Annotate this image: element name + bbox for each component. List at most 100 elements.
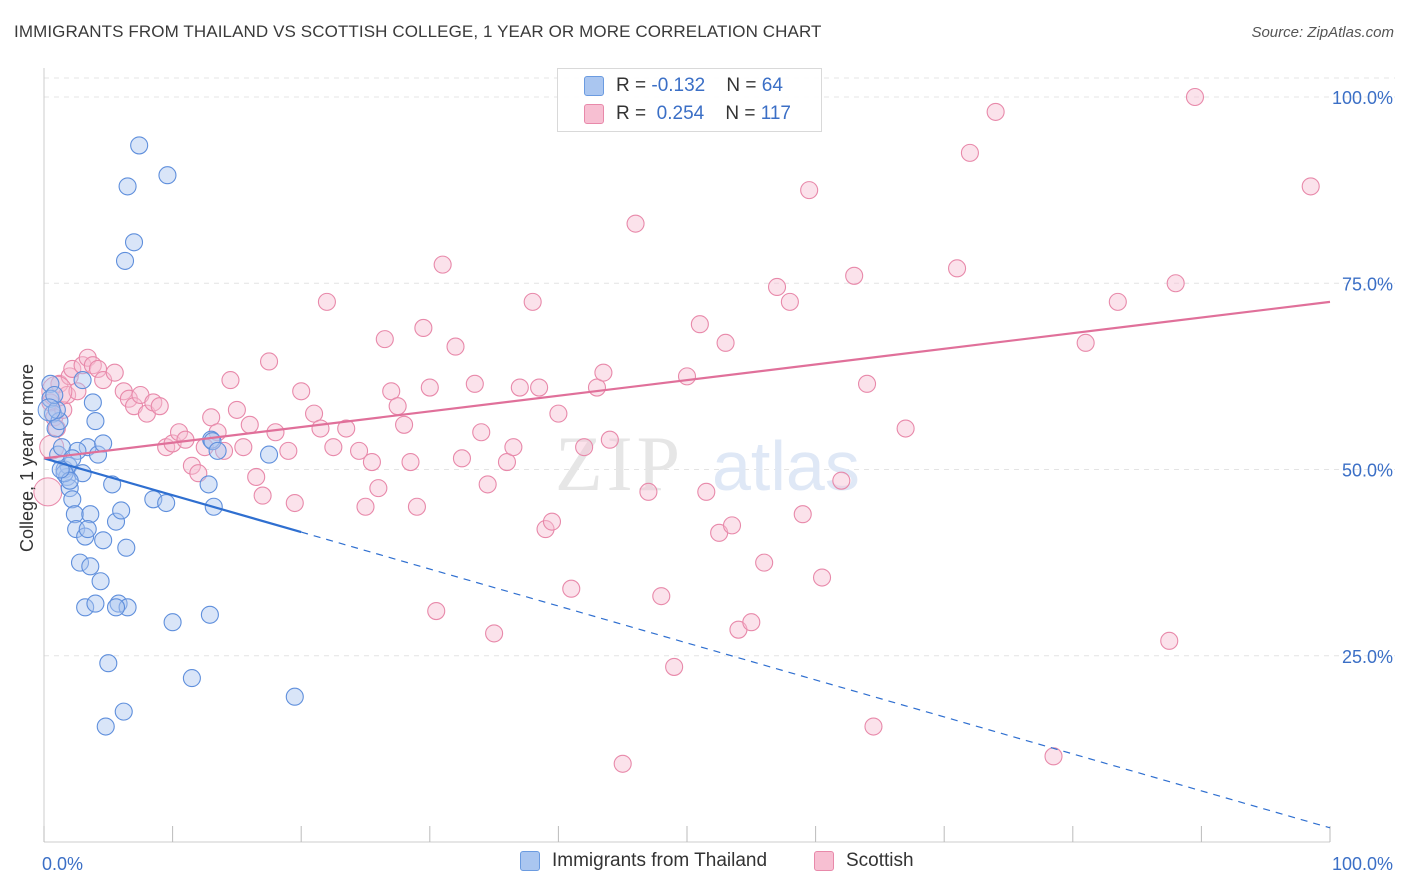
scottish-point-35 (240, 415, 259, 434)
axes (43, 68, 1331, 843)
scottish-point-106 (960, 143, 979, 162)
scottish-point-82 (626, 214, 645, 233)
legend-swatch-scottish (814, 851, 834, 871)
scottish-point-81 (613, 754, 632, 773)
thailand-point-43 (118, 177, 137, 196)
scottish-point-111 (1160, 631, 1179, 650)
scottish-point-50 (362, 452, 381, 472)
scottish-point-63 (452, 449, 472, 468)
scottish-point-108 (1044, 747, 1063, 766)
thailand-point-23 (91, 572, 110, 591)
y-axis-label: College, 1 year or more (17, 364, 37, 552)
thailand-point-0 (41, 374, 60, 393)
scottish-point-53 (382, 382, 401, 401)
thailand-trend-extension (301, 531, 1331, 829)
thailand-point-42 (73, 371, 92, 390)
n-value-thailand: 64 (761, 75, 783, 96)
legend-item-thailand[interactable]: Immigrants from Thailand (520, 850, 767, 872)
thailand-point-12 (65, 505, 84, 524)
watermark-zip: ZIP (555, 420, 684, 507)
scottish-point-97 (793, 505, 812, 524)
scottish-point-77 (575, 438, 594, 457)
thailand-points (37, 136, 304, 736)
scottish-point-74 (542, 512, 562, 531)
thailand-swatch (584, 76, 604, 96)
scottish-point-24 (169, 423, 189, 442)
bottom-legend: Immigrants from Thailand Scottish (0, 850, 1406, 880)
scottish-point-31 (214, 441, 234, 460)
scottish-point-52 (375, 330, 394, 349)
thailand-point-34 (76, 598, 95, 617)
scottish-point-96 (780, 292, 799, 311)
scottish-point-99 (812, 568, 832, 587)
scottish-point-100 (832, 471, 851, 490)
thailand-point-59 (163, 613, 182, 632)
scottish-point-70 (510, 378, 529, 397)
scottish-point-65 (472, 423, 491, 442)
scottish-point-33 (227, 400, 246, 419)
scottish-point-56 (401, 452, 420, 472)
scottish-point-98 (800, 181, 819, 200)
thailand-point-33 (78, 520, 97, 539)
scottish-point-55 (395, 415, 414, 434)
stats-legend: R = -0.132 N = 64 R = 0.254 N = 117 (557, 68, 822, 132)
scottish-point-44 (311, 419, 330, 438)
scottish-point-62 (446, 337, 465, 356)
thailand-point-21 (86, 412, 105, 431)
scottish-point-47 (337, 419, 356, 438)
legend-item-scottish[interactable]: Scottish (814, 850, 914, 872)
scottish-point-14 (105, 363, 124, 382)
thailand-point-57 (285, 687, 304, 706)
n-label: N = (726, 75, 762, 96)
scottish-point-64 (465, 374, 484, 393)
r-value-thailand: -0.132 (651, 75, 706, 96)
thailand-point-51 (199, 475, 218, 494)
thailand-point-14 (70, 553, 90, 572)
scottish-point-45 (317, 292, 336, 311)
scottish-point-42 (292, 382, 311, 401)
scottish-point-102 (857, 374, 877, 393)
scottish-point-39 (266, 423, 285, 442)
thailand-point-35 (86, 594, 105, 613)
thailand-point-16 (76, 527, 95, 546)
scottish-point-105 (948, 259, 967, 278)
chart-title: IMMIGRANTS FROM THAILAND VS SCOTTISH COL… (14, 22, 822, 41)
x-tick-labels: 0.0% 100.0% (42, 854, 1393, 874)
scottish-point-51 (369, 479, 388, 498)
legend-swatch-thailand (520, 851, 540, 871)
scottish-point-36 (247, 467, 266, 487)
r-value-scottish: 0.254 (651, 103, 705, 124)
grid (44, 77, 1395, 657)
thailand-trend-line (43, 457, 302, 534)
scottish-point-91 (722, 516, 742, 535)
scottish-point-41 (285, 493, 304, 513)
watermark: ZIP atlas (555, 420, 860, 507)
thailand-point-29 (112, 501, 131, 520)
source-label: Source: ZipAtlas.com (1251, 24, 1394, 41)
scottish-point-73 (536, 520, 555, 539)
scottish-point-61 (433, 255, 452, 274)
scottish-point-7 (63, 359, 82, 378)
y-tick-label-0: 25.0% (1342, 647, 1393, 667)
scottish-point-72 (530, 378, 549, 397)
scottish-point-101 (845, 266, 864, 285)
legend-label-thailand: Immigrants from Thailand (552, 850, 768, 871)
scottish-point-85 (665, 657, 684, 676)
thailand-point-37 (96, 717, 115, 736)
scottish-point-113 (1185, 87, 1205, 107)
y-tick-label-1: 50.0% (1342, 461, 1393, 481)
scottish-point-34 (234, 438, 253, 457)
scottish-point-8 (68, 382, 87, 401)
scottish-point-83 (639, 482, 658, 501)
cluster-point-0 (33, 477, 63, 507)
thailand-point-46 (130, 136, 149, 155)
scottish-point-75 (549, 404, 568, 423)
scottish-point-109 (1076, 333, 1095, 352)
thailand-point-11 (63, 490, 82, 509)
scottish-point-87 (690, 315, 709, 334)
scottish-point-38 (259, 352, 279, 371)
scottish-point-114 (1301, 177, 1320, 196)
scottish-point-103 (864, 717, 883, 736)
thailand-point-27 (106, 512, 126, 531)
